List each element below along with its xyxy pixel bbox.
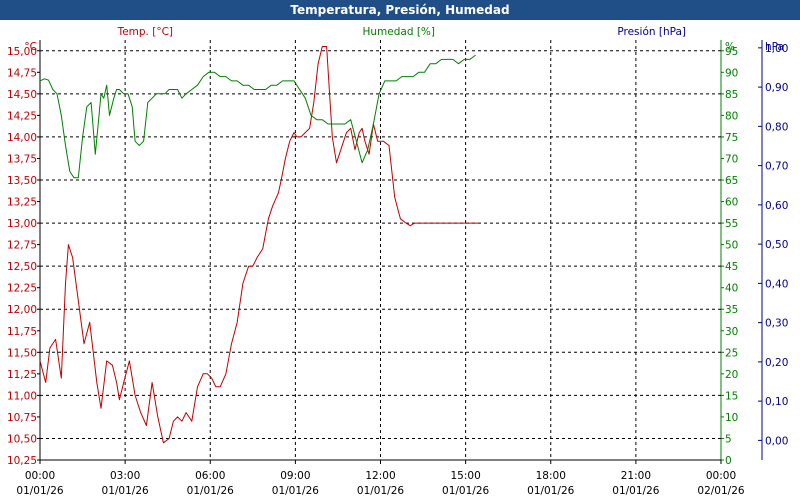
humidity-tick-label: 65 <box>725 175 738 187</box>
humidity-tick-label: 55 <box>725 218 738 230</box>
pressure-tick-label: 1,00 <box>765 43 788 55</box>
humidity-tick-label: 0 <box>725 455 732 467</box>
x-tick-date: 02/01/26 <box>697 485 744 497</box>
temp-tick-label: 11,25 <box>7 369 37 381</box>
x-tick-date: 01/01/26 <box>272 485 319 497</box>
x-tick-time: 00:00 <box>706 470 736 482</box>
temp-tick-label: 12,00 <box>7 304 37 316</box>
temp-tick-label: 13,00 <box>7 218 37 230</box>
grid <box>40 40 721 460</box>
x-tick-time: 09:00 <box>280 470 310 482</box>
humidity-tick-label: 90 <box>725 67 738 79</box>
chart-title: Temperatura, Presión, Humedad <box>0 0 800 20</box>
humidity-tick-label: 60 <box>725 197 738 209</box>
temp-tick-label: 13,50 <box>7 175 37 187</box>
pressure-tick-label: 0,90 <box>765 82 788 94</box>
temp-tick-label: 10,25 <box>7 455 37 467</box>
humidity-tick-label: 45 <box>725 261 738 273</box>
humidity-tick-label: 95 <box>725 46 738 58</box>
temp-tick-label: 14,00 <box>7 132 37 144</box>
chart-area: Temp. [°C] Humedad [%] Presión [hPa] °C … <box>7 26 788 497</box>
x-tick-date: 01/01/26 <box>612 485 659 497</box>
pressure-tick-label: 0,20 <box>765 357 788 369</box>
humidity-tick-label: 10 <box>725 412 738 424</box>
x-tick-date: 01/01/26 <box>16 485 63 497</box>
pressure-axis-label: Presión [hPa] <box>617 26 686 38</box>
humidity-tick-label: 15 <box>725 390 738 402</box>
temp-tick-label: 12,75 <box>7 240 37 252</box>
series-line-temperature <box>39 46 479 444</box>
pressure-tick-label: 0,70 <box>765 161 788 173</box>
x-tick-time: 06:00 <box>195 470 225 482</box>
x-tick-date: 01/01/26 <box>357 485 404 497</box>
humidity-tick-label: 35 <box>725 304 738 316</box>
humidity-tick-label: 75 <box>725 132 738 144</box>
pressure-tick-label: 0,30 <box>765 318 788 330</box>
temp-axis-label: Temp. [°C] <box>117 26 173 38</box>
temp-unit-label: °C <box>24 41 37 53</box>
temp-tick-label: 11,75 <box>7 326 37 338</box>
pressure-tick-label: 0,00 <box>765 435 788 447</box>
temp-tick-label: 14,75 <box>7 67 37 79</box>
humidity-tick-label: 70 <box>725 153 738 165</box>
humidity-tick-label: 50 <box>725 240 738 252</box>
temp-tick-label: 14,25 <box>7 110 37 122</box>
humidity-axis-label: Humedad [%] <box>362 26 435 38</box>
x-tick-time: 21:00 <box>621 470 651 482</box>
temp-tick-label: 10,75 <box>7 412 37 424</box>
x-tick-date: 01/01/26 <box>527 485 574 497</box>
pressure-tick-label: 0,40 <box>765 278 788 290</box>
temp-tick-label: 14,50 <box>7 89 37 101</box>
humidity-tick-label: 25 <box>725 347 738 359</box>
temp-tick-label: 11,50 <box>7 347 37 359</box>
humidity-unit-label: % <box>725 41 735 53</box>
temp-tick-label: 10,50 <box>7 433 37 445</box>
pressure-tick-label: 0,50 <box>765 239 788 251</box>
humidity-tick-label: 30 <box>725 326 738 338</box>
series-line-humidity <box>39 54 476 179</box>
x-tick-time: 00:00 <box>25 470 55 482</box>
x-tick-date: 01/01/26 <box>442 485 489 497</box>
ticks: 10,25 10,50 10,75 11,00 11,25 11,50 11,75 12,00… <box>7 43 788 497</box>
pressure-tick-label: 0,60 <box>765 200 788 212</box>
humidity-tick-label: 40 <box>725 283 738 295</box>
x-tick-date: 01/01/26 <box>187 485 234 497</box>
series-group <box>39 46 479 444</box>
pressure-unit-label: hPa <box>765 41 784 53</box>
pressure-tick-label: 0,10 <box>765 396 788 408</box>
temp-tick-label: 12,25 <box>7 283 37 295</box>
humidity-tick-label: 5 <box>725 433 732 445</box>
temp-tick-label: 11,00 <box>7 390 37 402</box>
x-tick-time: 12:00 <box>365 470 395 482</box>
x-tick-time: 18:00 <box>536 470 566 482</box>
temp-tick-label: 15,00 <box>7 46 37 58</box>
temp-tick-label: 12,50 <box>7 261 37 273</box>
humidity-tick-label: 80 <box>725 110 738 122</box>
humidity-tick-label: 20 <box>725 369 738 381</box>
x-tick-time: 15:00 <box>450 470 480 482</box>
x-tick-date: 01/01/26 <box>102 485 149 497</box>
temp-tick-label: 13,75 <box>7 153 37 165</box>
humidity-tick-label: 85 <box>725 89 738 101</box>
x-tick-time: 03:00 <box>110 470 140 482</box>
temp-tick-label: 13,25 <box>7 197 37 209</box>
pressure-tick-label: 0,80 <box>765 121 788 133</box>
